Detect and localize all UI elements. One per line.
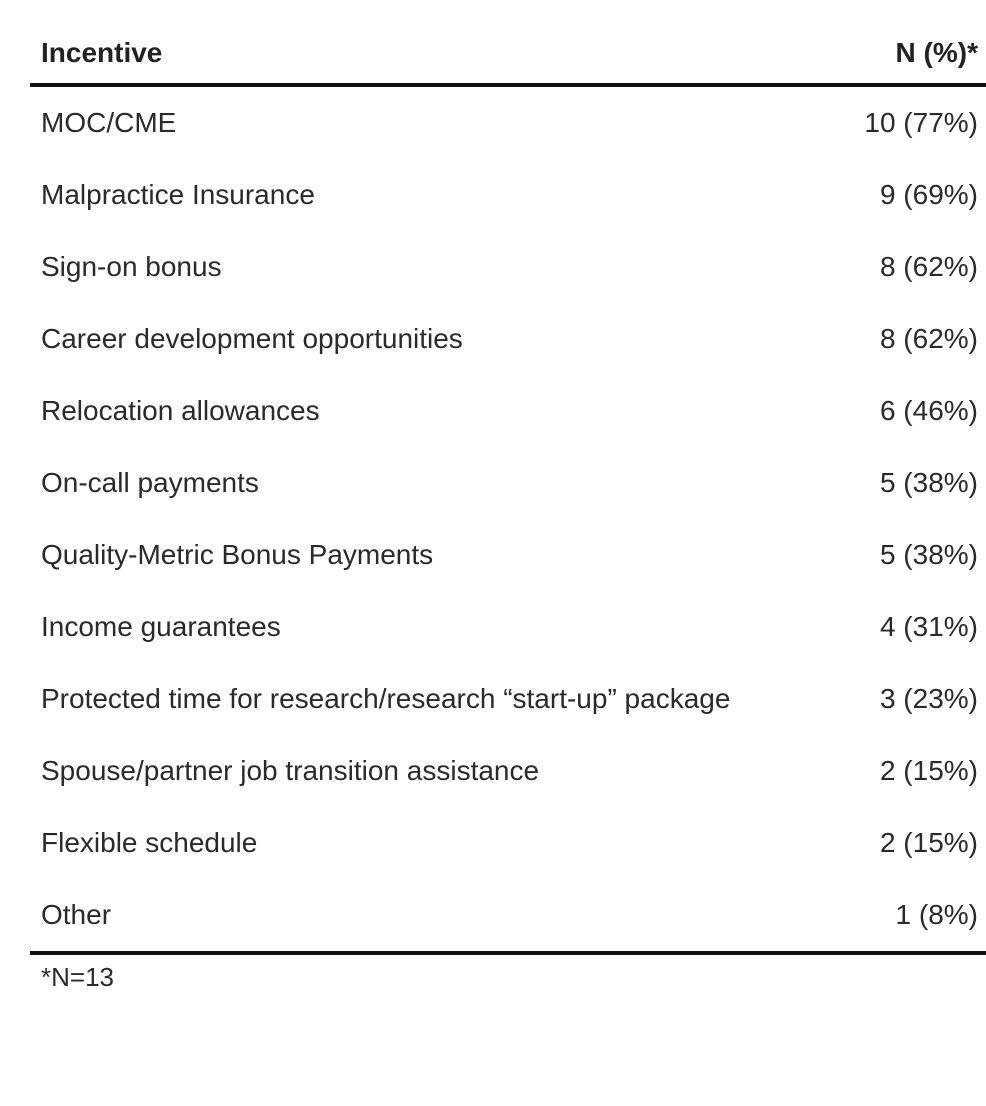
- incentive-cell: Relocation allowances: [41, 395, 320, 426]
- incentive-cell: MOC/CME: [41, 107, 177, 138]
- incentive-cell: Flexible schedule: [41, 827, 258, 858]
- incentive-cell: Malpractice Insurance: [41, 179, 315, 210]
- table-row: Malpractice Insurance 9 (69%): [30, 159, 986, 231]
- incentive-cell: Income guarantees: [41, 611, 281, 642]
- n-percent-cell: 4 (31%): [879, 611, 978, 642]
- n-percent-cell: 5 (38%): [879, 467, 978, 498]
- incentive-cell: Protected time for research/research “st…: [41, 683, 731, 714]
- n-percent-cell: 8 (62%): [879, 323, 978, 354]
- n-percent-cell: 5 (38%): [879, 539, 978, 570]
- table-body: MOC/CME 10 (77%) Malpractice Insurance 9…: [30, 85, 986, 955]
- header-row: Incentive N (%)*: [30, 22, 986, 87]
- incentive-cell: Other: [30, 879, 840, 955]
- table-row: Other 1 (8%): [30, 879, 986, 955]
- column-header-n-percent: N (%)*: [840, 22, 986, 87]
- table-row: Relocation allowances 6 (46%): [30, 375, 986, 447]
- table-row: Protected time for research/research “st…: [30, 663, 986, 735]
- table-header: Incentive N (%)*: [30, 22, 986, 87]
- n-percent-cell: 10 (77%): [864, 107, 978, 138]
- table-row: Spouse/partner job transition assistance…: [30, 735, 986, 807]
- incentive-cell: Sign-on bonus: [41, 251, 222, 282]
- incentive-cell: Career development opportunities: [41, 323, 463, 354]
- n-percent-cell: 2 (15%): [879, 755, 978, 786]
- incentives-table-container: Incentive N (%)* MOC/CME 10 (77%) Malpra…: [30, 22, 986, 955]
- table-row: Sign-on bonus 8 (62%): [30, 231, 986, 303]
- n-percent-cell: 6 (46%): [879, 395, 978, 426]
- table-row: On-call payments 5 (38%): [30, 447, 986, 519]
- incentive-cell: On-call payments: [41, 467, 259, 498]
- incentive-cell: Quality-Metric Bonus Payments: [41, 539, 434, 570]
- table-row: MOC/CME 10 (77%): [30, 85, 986, 159]
- table-row: Quality-Metric Bonus Payments 5 (38%): [30, 519, 986, 591]
- incentives-table: Incentive N (%)* MOC/CME 10 (77%) Malpra…: [30, 22, 986, 955]
- table-row: Flexible schedule 2 (15%): [30, 807, 986, 879]
- n-percent-cell: 2 (15%): [879, 827, 978, 858]
- n-percent-cell: 1 (8%): [840, 879, 986, 955]
- incentive-cell: Spouse/partner job transition assistance: [41, 755, 540, 786]
- n-percent-cell: 3 (23%): [879, 683, 978, 714]
- table-row: Career development opportunities 8 (62%): [30, 303, 986, 375]
- table-footnote: *N=13: [41, 962, 114, 992]
- n-percent-cell: 9 (69%): [879, 179, 978, 210]
- n-percent-cell: 8 (62%): [879, 251, 978, 282]
- column-header-incentive: Incentive: [30, 22, 840, 87]
- table-row: Income guarantees 4 (31%): [30, 591, 986, 663]
